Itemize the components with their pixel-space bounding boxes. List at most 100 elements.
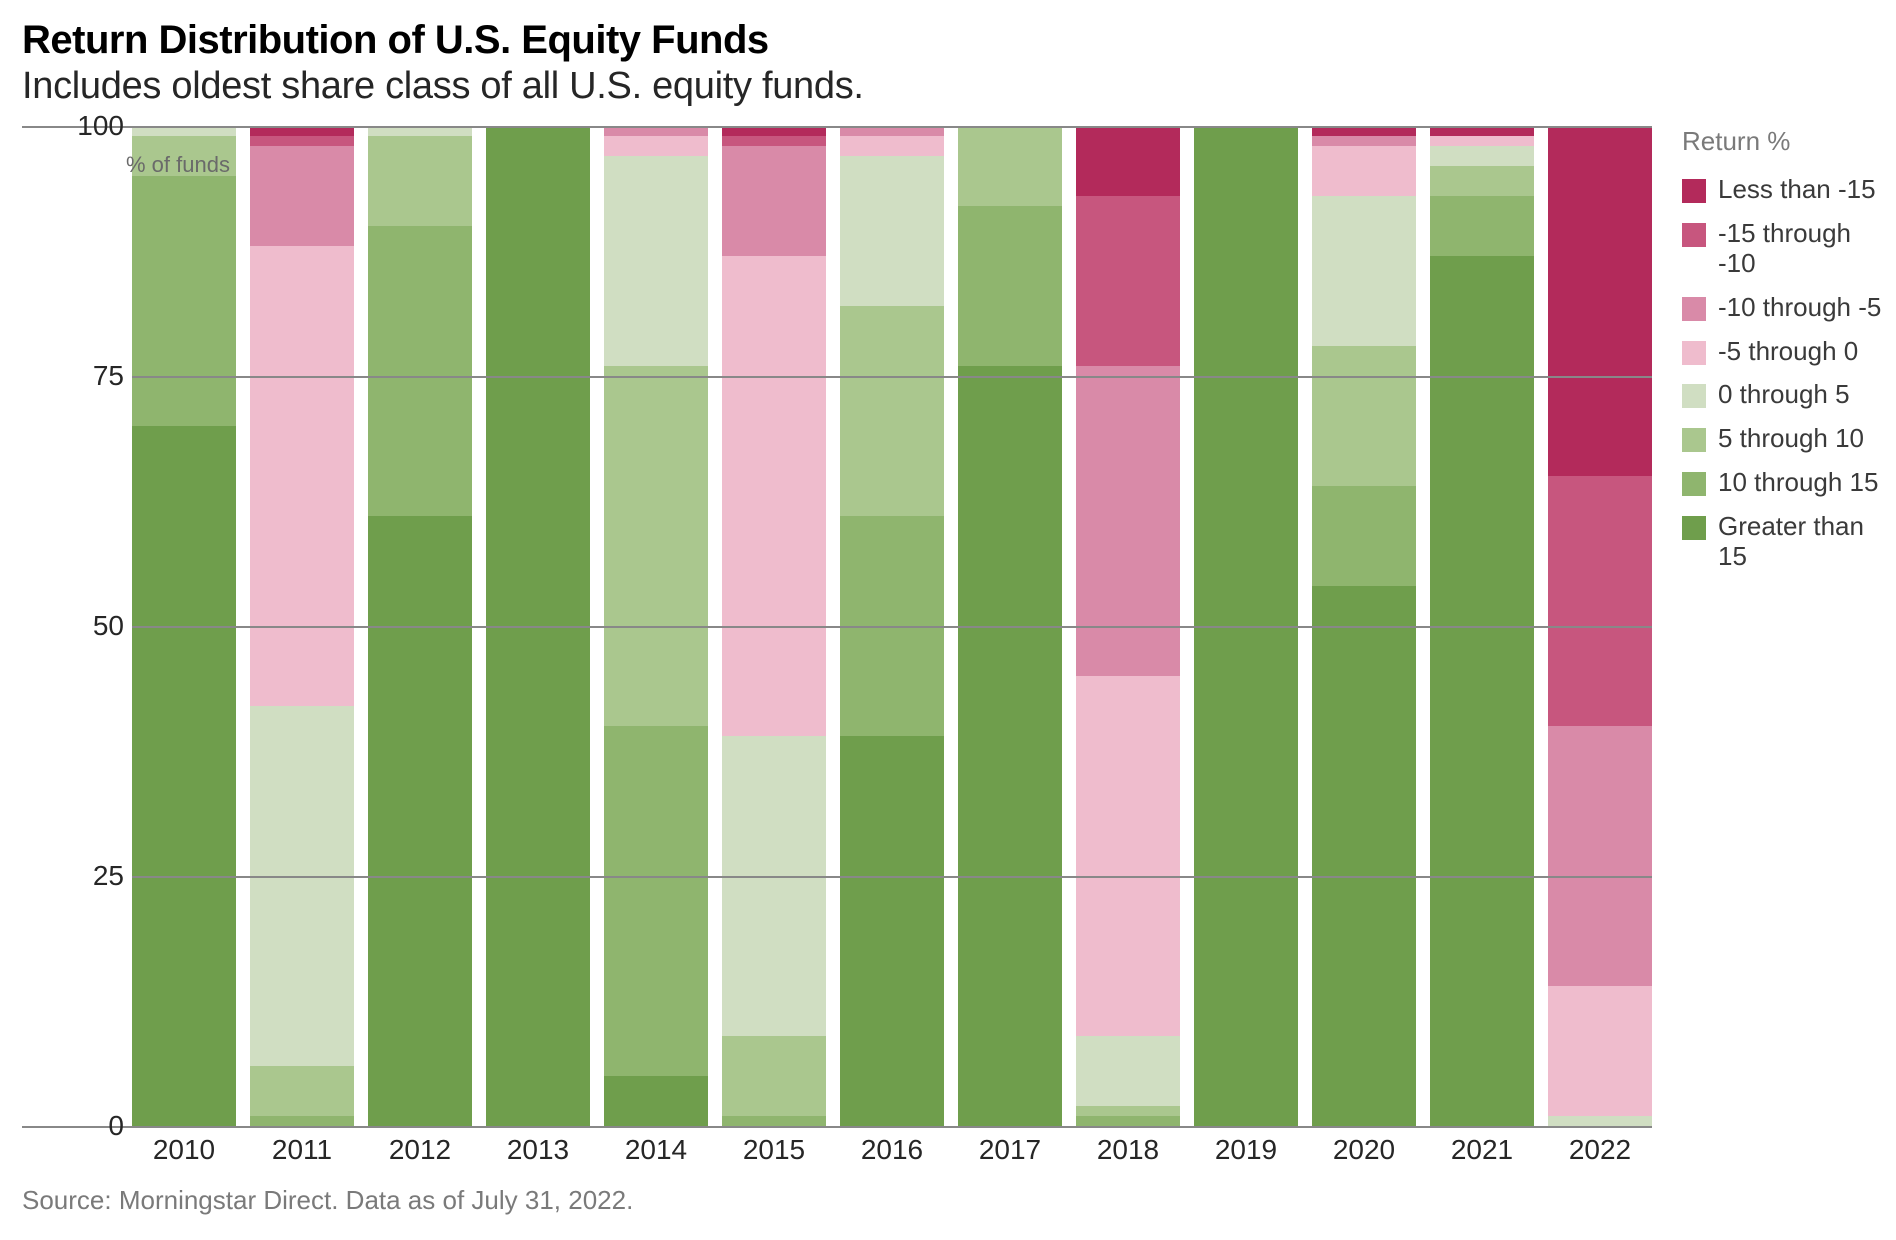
bar-segment <box>1076 1106 1180 1116</box>
bar-segment <box>1430 256 1534 1126</box>
y-tick-label: 0 <box>70 1110 124 1142</box>
y-tick-label: 100 <box>70 110 124 142</box>
bar-segment <box>722 736 826 1036</box>
gridline <box>22 1126 1652 1128</box>
x-tick-label: 2020 <box>1312 1134 1416 1166</box>
legend-title: Return % <box>1682 126 1882 157</box>
legend-item: 0 through 5 <box>1682 380 1882 410</box>
bar-segment <box>1312 146 1416 196</box>
x-tick-label: 2014 <box>604 1134 708 1166</box>
bar-segment <box>1548 126 1652 476</box>
legend-label: 10 through 15 <box>1718 468 1878 498</box>
legend-item: Greater than 15 <box>1682 512 1882 572</box>
gridline <box>132 376 1652 378</box>
gridline <box>132 876 1652 878</box>
bar-segment <box>1312 196 1416 346</box>
bar-segment <box>958 126 1062 206</box>
bar-segment <box>840 306 944 516</box>
bar-segment <box>958 366 1062 1126</box>
bar-segment <box>840 136 944 156</box>
bar-segment <box>1076 676 1180 1036</box>
x-tick-label: 2013 <box>486 1134 590 1166</box>
bar-segment <box>1548 726 1652 986</box>
bar-segment <box>1312 346 1416 486</box>
bar-segment <box>604 136 708 156</box>
bar-segment <box>1548 476 1652 726</box>
x-tick-label: 2011 <box>250 1134 354 1166</box>
bar-segment <box>722 1036 826 1116</box>
legend-label: 5 through 10 <box>1718 424 1864 454</box>
legend-label: -15 through -10 <box>1718 219 1882 279</box>
legend-swatch <box>1682 297 1706 321</box>
bar-segment <box>1548 986 1652 1116</box>
legend-item: -10 through -5 <box>1682 293 1882 323</box>
bar-segment <box>1430 196 1534 256</box>
bar-segment <box>250 1066 354 1116</box>
x-tick-label: 2017 <box>958 1134 1062 1166</box>
x-tick-label: 2012 <box>368 1134 472 1166</box>
bar-segment <box>1076 126 1180 196</box>
bar-segment <box>722 256 826 736</box>
legend-swatch <box>1682 179 1706 203</box>
bar-segment <box>604 156 708 366</box>
bar-segment <box>1076 196 1180 366</box>
legend-item: 10 through 15 <box>1682 468 1882 498</box>
gridline <box>132 626 1652 628</box>
bar-segment <box>1312 586 1416 1126</box>
bar-segment <box>722 136 826 146</box>
bar-segment <box>1312 486 1416 586</box>
bar-segment <box>1430 136 1534 146</box>
bar-segment <box>250 706 354 1066</box>
bar-segment <box>368 136 472 226</box>
legend-swatch <box>1682 341 1706 365</box>
x-tick-label: 2022 <box>1548 1134 1652 1166</box>
chart-subtitle: Includes oldest share class of all U.S. … <box>22 65 1868 108</box>
legend-item: -5 through 0 <box>1682 337 1882 367</box>
legend-label: 0 through 5 <box>1718 380 1850 410</box>
bar-segment <box>604 366 708 726</box>
bar-segment <box>1312 136 1416 146</box>
legend-swatch <box>1682 472 1706 496</box>
bar-segment <box>604 1076 708 1126</box>
legend-label: -5 through 0 <box>1718 337 1858 367</box>
bar-segment <box>132 176 236 426</box>
x-tick-label: 2019 <box>1194 1134 1298 1166</box>
bar-segment <box>250 136 354 146</box>
legend-item: -15 through -10 <box>1682 219 1882 279</box>
bar-segment <box>958 206 1062 366</box>
bar-segment <box>840 736 944 1126</box>
legend-item: Less than -15 <box>1682 175 1882 205</box>
bar-segment <box>132 426 236 1126</box>
bar-segment <box>368 226 472 516</box>
bar-segment <box>604 726 708 1076</box>
y-tick-label: 75 <box>70 360 124 392</box>
legend-label: Greater than 15 <box>1718 512 1882 572</box>
bar-segment <box>368 516 472 1126</box>
gridline <box>22 126 1652 128</box>
bar-segment <box>1430 166 1534 196</box>
legend-label: Less than -15 <box>1718 175 1876 205</box>
bar-segment <box>250 246 354 706</box>
x-tick-label: 2015 <box>722 1134 826 1166</box>
bar-segment <box>840 156 944 306</box>
bar-segment <box>1430 146 1534 166</box>
bar-segment <box>250 146 354 246</box>
legend-label: -10 through -5 <box>1718 293 1881 323</box>
legend-swatch <box>1682 384 1706 408</box>
legend-swatch <box>1682 428 1706 452</box>
bar-segment <box>250 1116 354 1126</box>
bar-segment <box>1076 1036 1180 1106</box>
chart-area: 2010201120122013201420152016201720182019… <box>22 126 1868 1126</box>
y-tick-label: 50 <box>70 610 124 642</box>
legend-swatch <box>1682 516 1706 540</box>
bar-segment <box>722 146 826 256</box>
legend-swatch <box>1682 223 1706 247</box>
x-tick-label: 2016 <box>840 1134 944 1166</box>
legend-item: 5 through 10 <box>1682 424 1882 454</box>
legend-items: Less than -15 -15 through -10 -10 through … <box>1682 175 1882 572</box>
bar-segment <box>1076 366 1180 676</box>
legend: Return % Less than -15 -15 through -10 -10… <box>1682 126 1882 586</box>
plot-region: 2010201120122013201420152016201720182019… <box>132 126 1652 1126</box>
y-unit-label: % of funds <box>126 152 230 178</box>
y-tick-label: 25 <box>70 860 124 892</box>
